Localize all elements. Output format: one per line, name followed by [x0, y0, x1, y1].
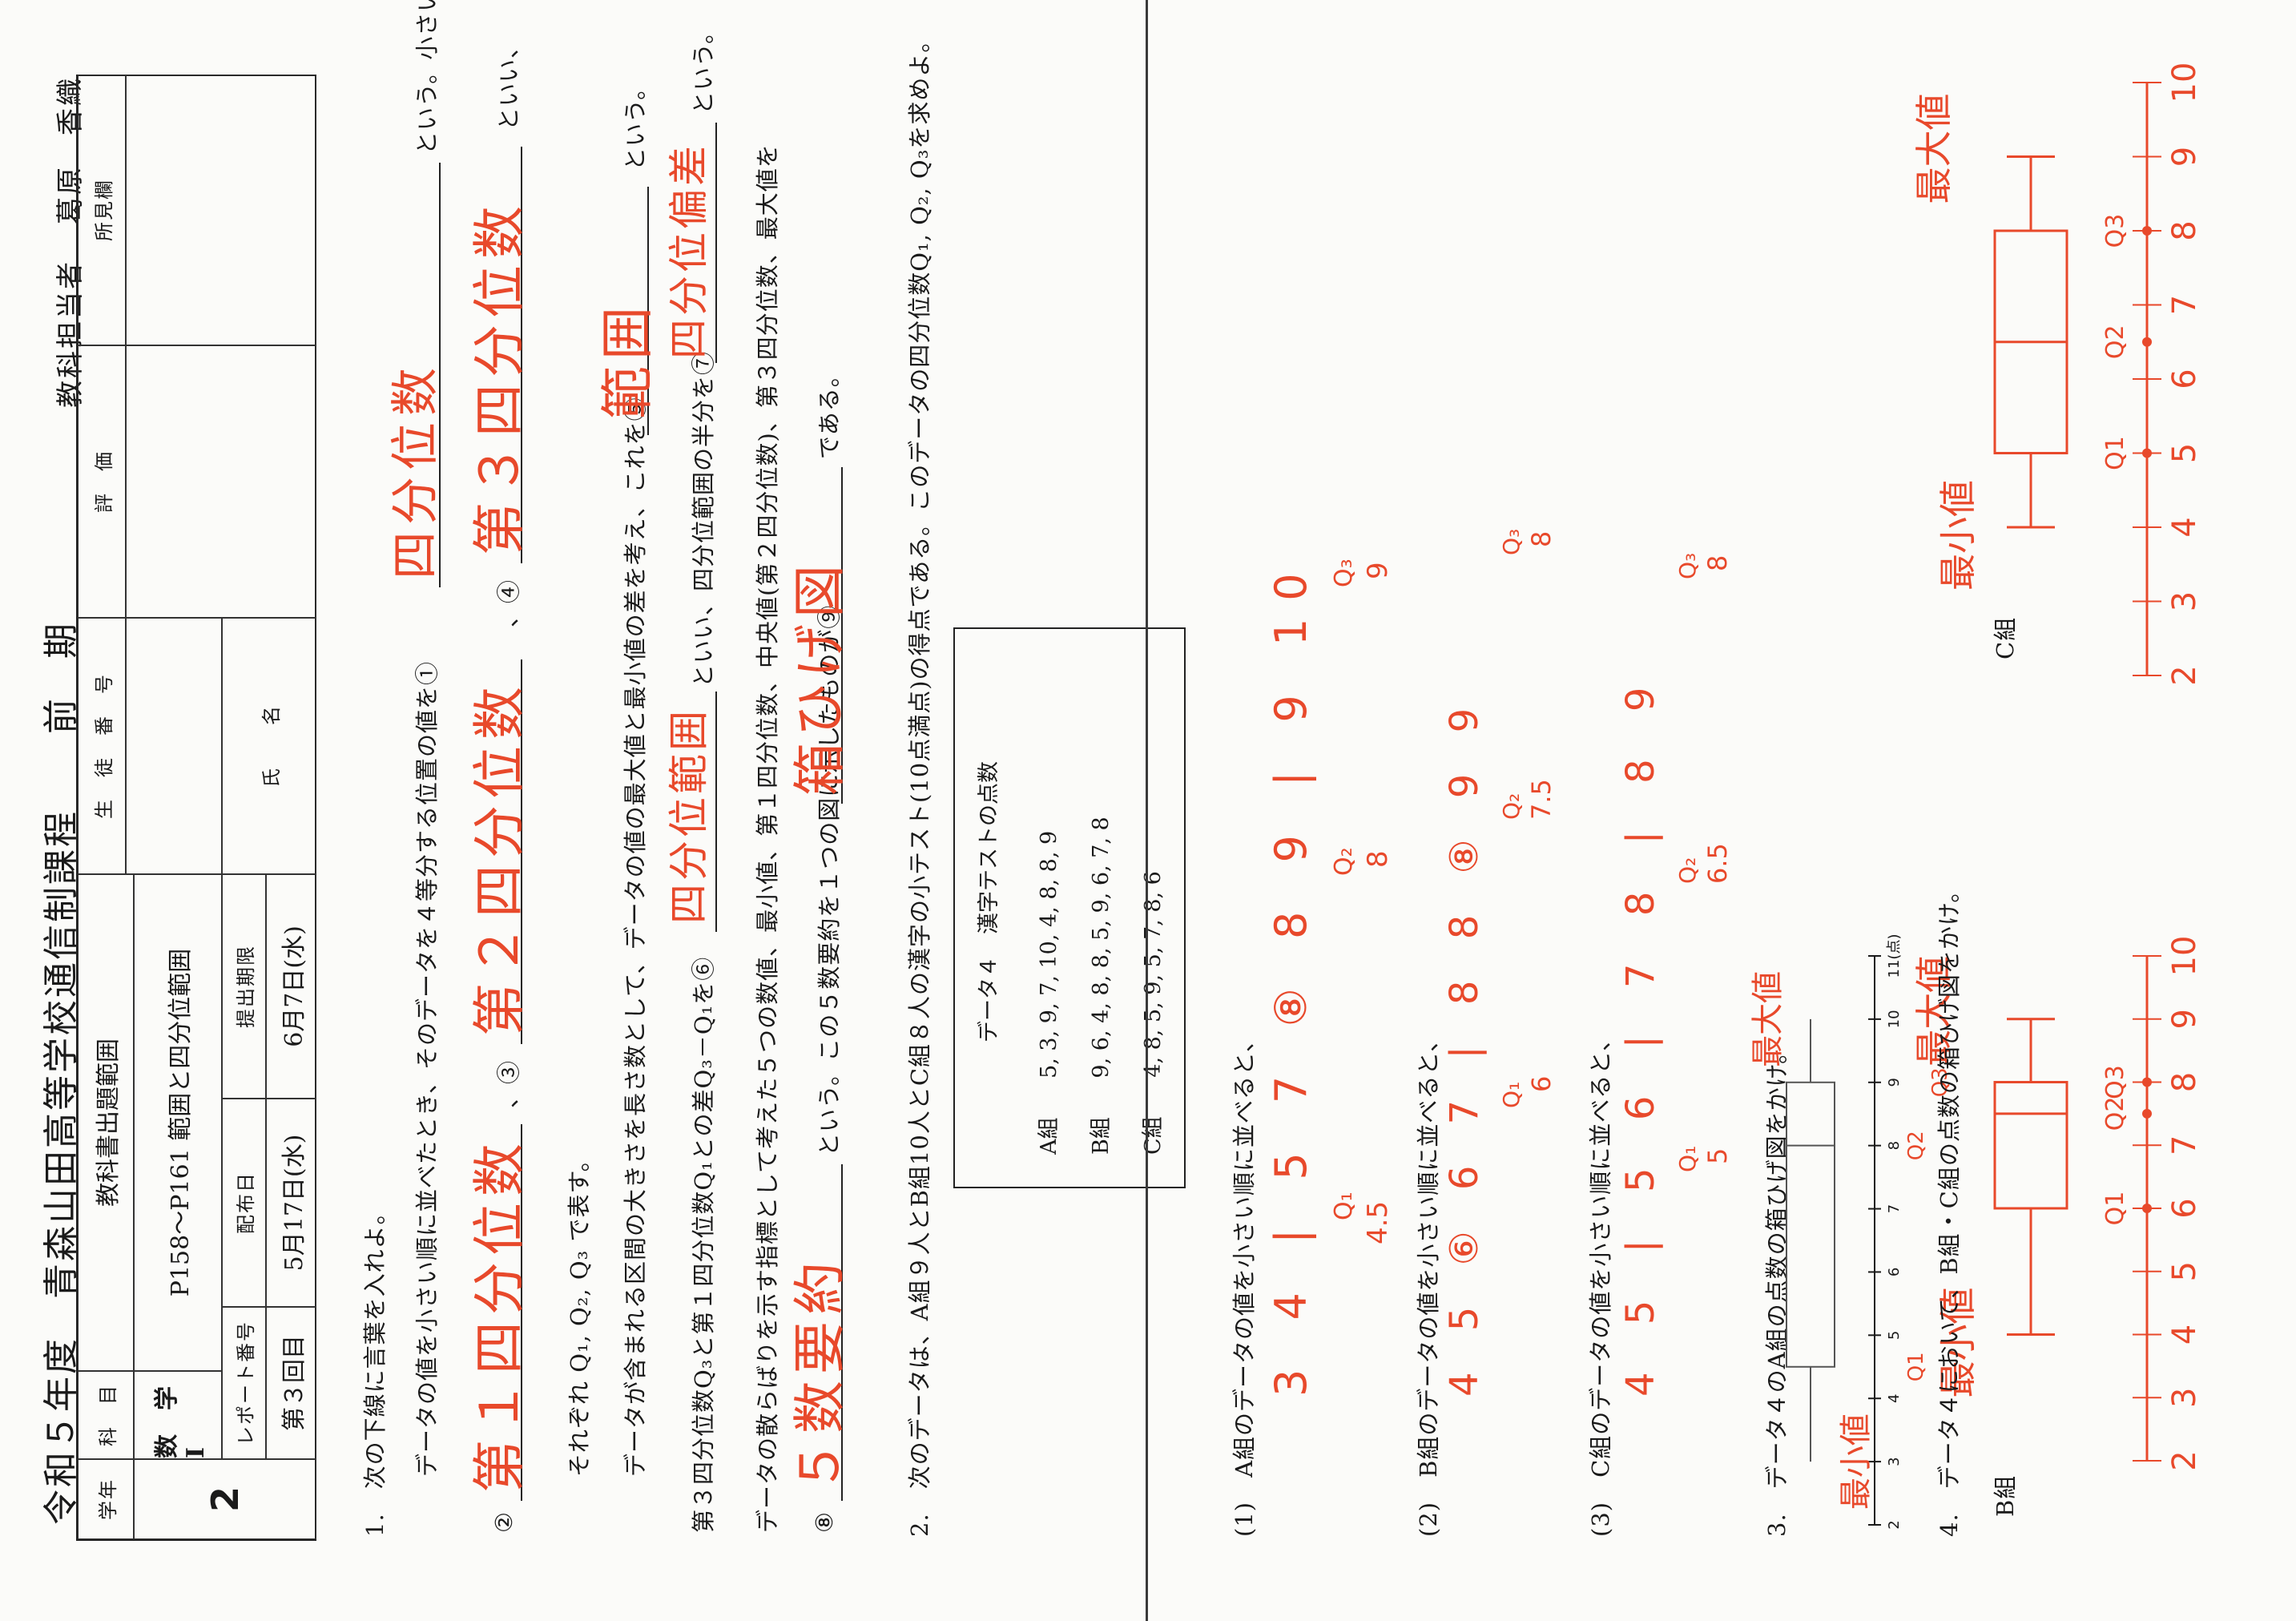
q4-b-axis-tick-label: 7: [2166, 1135, 2203, 1155]
q3-label-q3: Q3: [1928, 1067, 1952, 1097]
q4-b-axis-tick-label: 8: [2166, 1072, 2203, 1092]
q4-b-axis-tick-label: 6: [2166, 1198, 2203, 1218]
q4-c-axis-tick-label: 6: [2166, 369, 2203, 389]
q4-intro: 4. データ４において、B組・C組の点数の箱ひげ図をかけ。: [1935, 878, 1963, 1537]
q3-axis-tick-label: 6: [1886, 1268, 1903, 1276]
q4-b-quartile-dot: [2142, 1204, 2152, 1213]
q3-axis-tick-label: 11(点): [1886, 934, 1903, 978]
q4-b-label: B組: [1992, 1474, 2019, 1517]
q3-axis-tick-label: 4: [1886, 1393, 1903, 1402]
q3-axis-tick-label: 3: [1886, 1457, 1903, 1466]
page-fold: [1146, 0, 1148, 1621]
q4-b-axis-tick-label: 4: [2166, 1325, 2203, 1345]
q3-label-min: 最小値: [1838, 1413, 1875, 1510]
q4-c-label-q3: Q3: [2101, 214, 2129, 248]
q4-b-quartile-dot: [2142, 1108, 2152, 1119]
q4-c-quartile-dot: [2142, 226, 2152, 236]
q4-b-label-q1: Q1: [2101, 1192, 2129, 1226]
q4-b-axis-tick-label: 2: [2166, 1450, 2203, 1470]
q4-c-axis-tick-label: 10: [2166, 63, 2203, 103]
q4-b-label-max: 最大値: [1912, 956, 1956, 1067]
q3-label-max: 最大値: [1750, 971, 1786, 1067]
q4-c-axis-tick-label: 8: [2166, 220, 2203, 240]
q3-axis-tick-label: 5: [1886, 1331, 1903, 1340]
q3-axis-tick-label: 8: [1886, 1141, 1903, 1150]
q4-b-label-min: 最小値: [1936, 1288, 1980, 1398]
q4-c-axis-tick-label: 7: [2166, 295, 2203, 315]
q4-b-label-q3: Q3: [2101, 1065, 2129, 1099]
q4-b-axis-tick-label: 5: [2166, 1261, 2203, 1281]
q3-axis-tick-label: 7: [1886, 1204, 1903, 1213]
q4-b-box: [1993, 1081, 2068, 1210]
q4-c-axis-tick-label: 4: [2166, 517, 2203, 537]
q4-b-axis-tick-label: 9: [2166, 1009, 2203, 1029]
q4-c-label-q2: Q2: [2101, 325, 2129, 359]
q4-c-label: C組: [1992, 616, 2019, 659]
q4-c-label-q1: Q1: [2101, 436, 2129, 470]
q4-b-label-q2: Q2: [2101, 1097, 2129, 1131]
q3-axis-tick-label: 10: [1886, 1010, 1903, 1028]
q4-c-quartile-dot: [2142, 448, 2152, 458]
q4-b-axis-tick-label: 10: [2166, 936, 2203, 977]
q3-box: [1786, 1081, 1835, 1368]
q4-c-axis-tick-label: 5: [2166, 443, 2203, 463]
q4-c-quartile-dot: [2142, 337, 2152, 347]
q4-b-axis-tick-label: 3: [2166, 1388, 2203, 1408]
q4-c-label-min: 最小値: [1936, 480, 1980, 591]
q3-axis-tick-label: 9: [1886, 1078, 1903, 1087]
q4-c-axis-tick-label: 9: [2166, 147, 2203, 167]
q4-b-quartile-dot: [2142, 1077, 2152, 1087]
q3-label-q1: Q1: [1904, 1352, 1928, 1381]
q3-axis-tick-label: 2: [1886, 1520, 1903, 1529]
q3-label-q2: Q2: [1904, 1131, 1928, 1160]
q4-c-axis-tick-label: 3: [2166, 591, 2203, 611]
q4-c-axis-tick-label: 2: [2166, 665, 2203, 685]
q4-c-label-max: 最大値: [1912, 94, 1956, 204]
